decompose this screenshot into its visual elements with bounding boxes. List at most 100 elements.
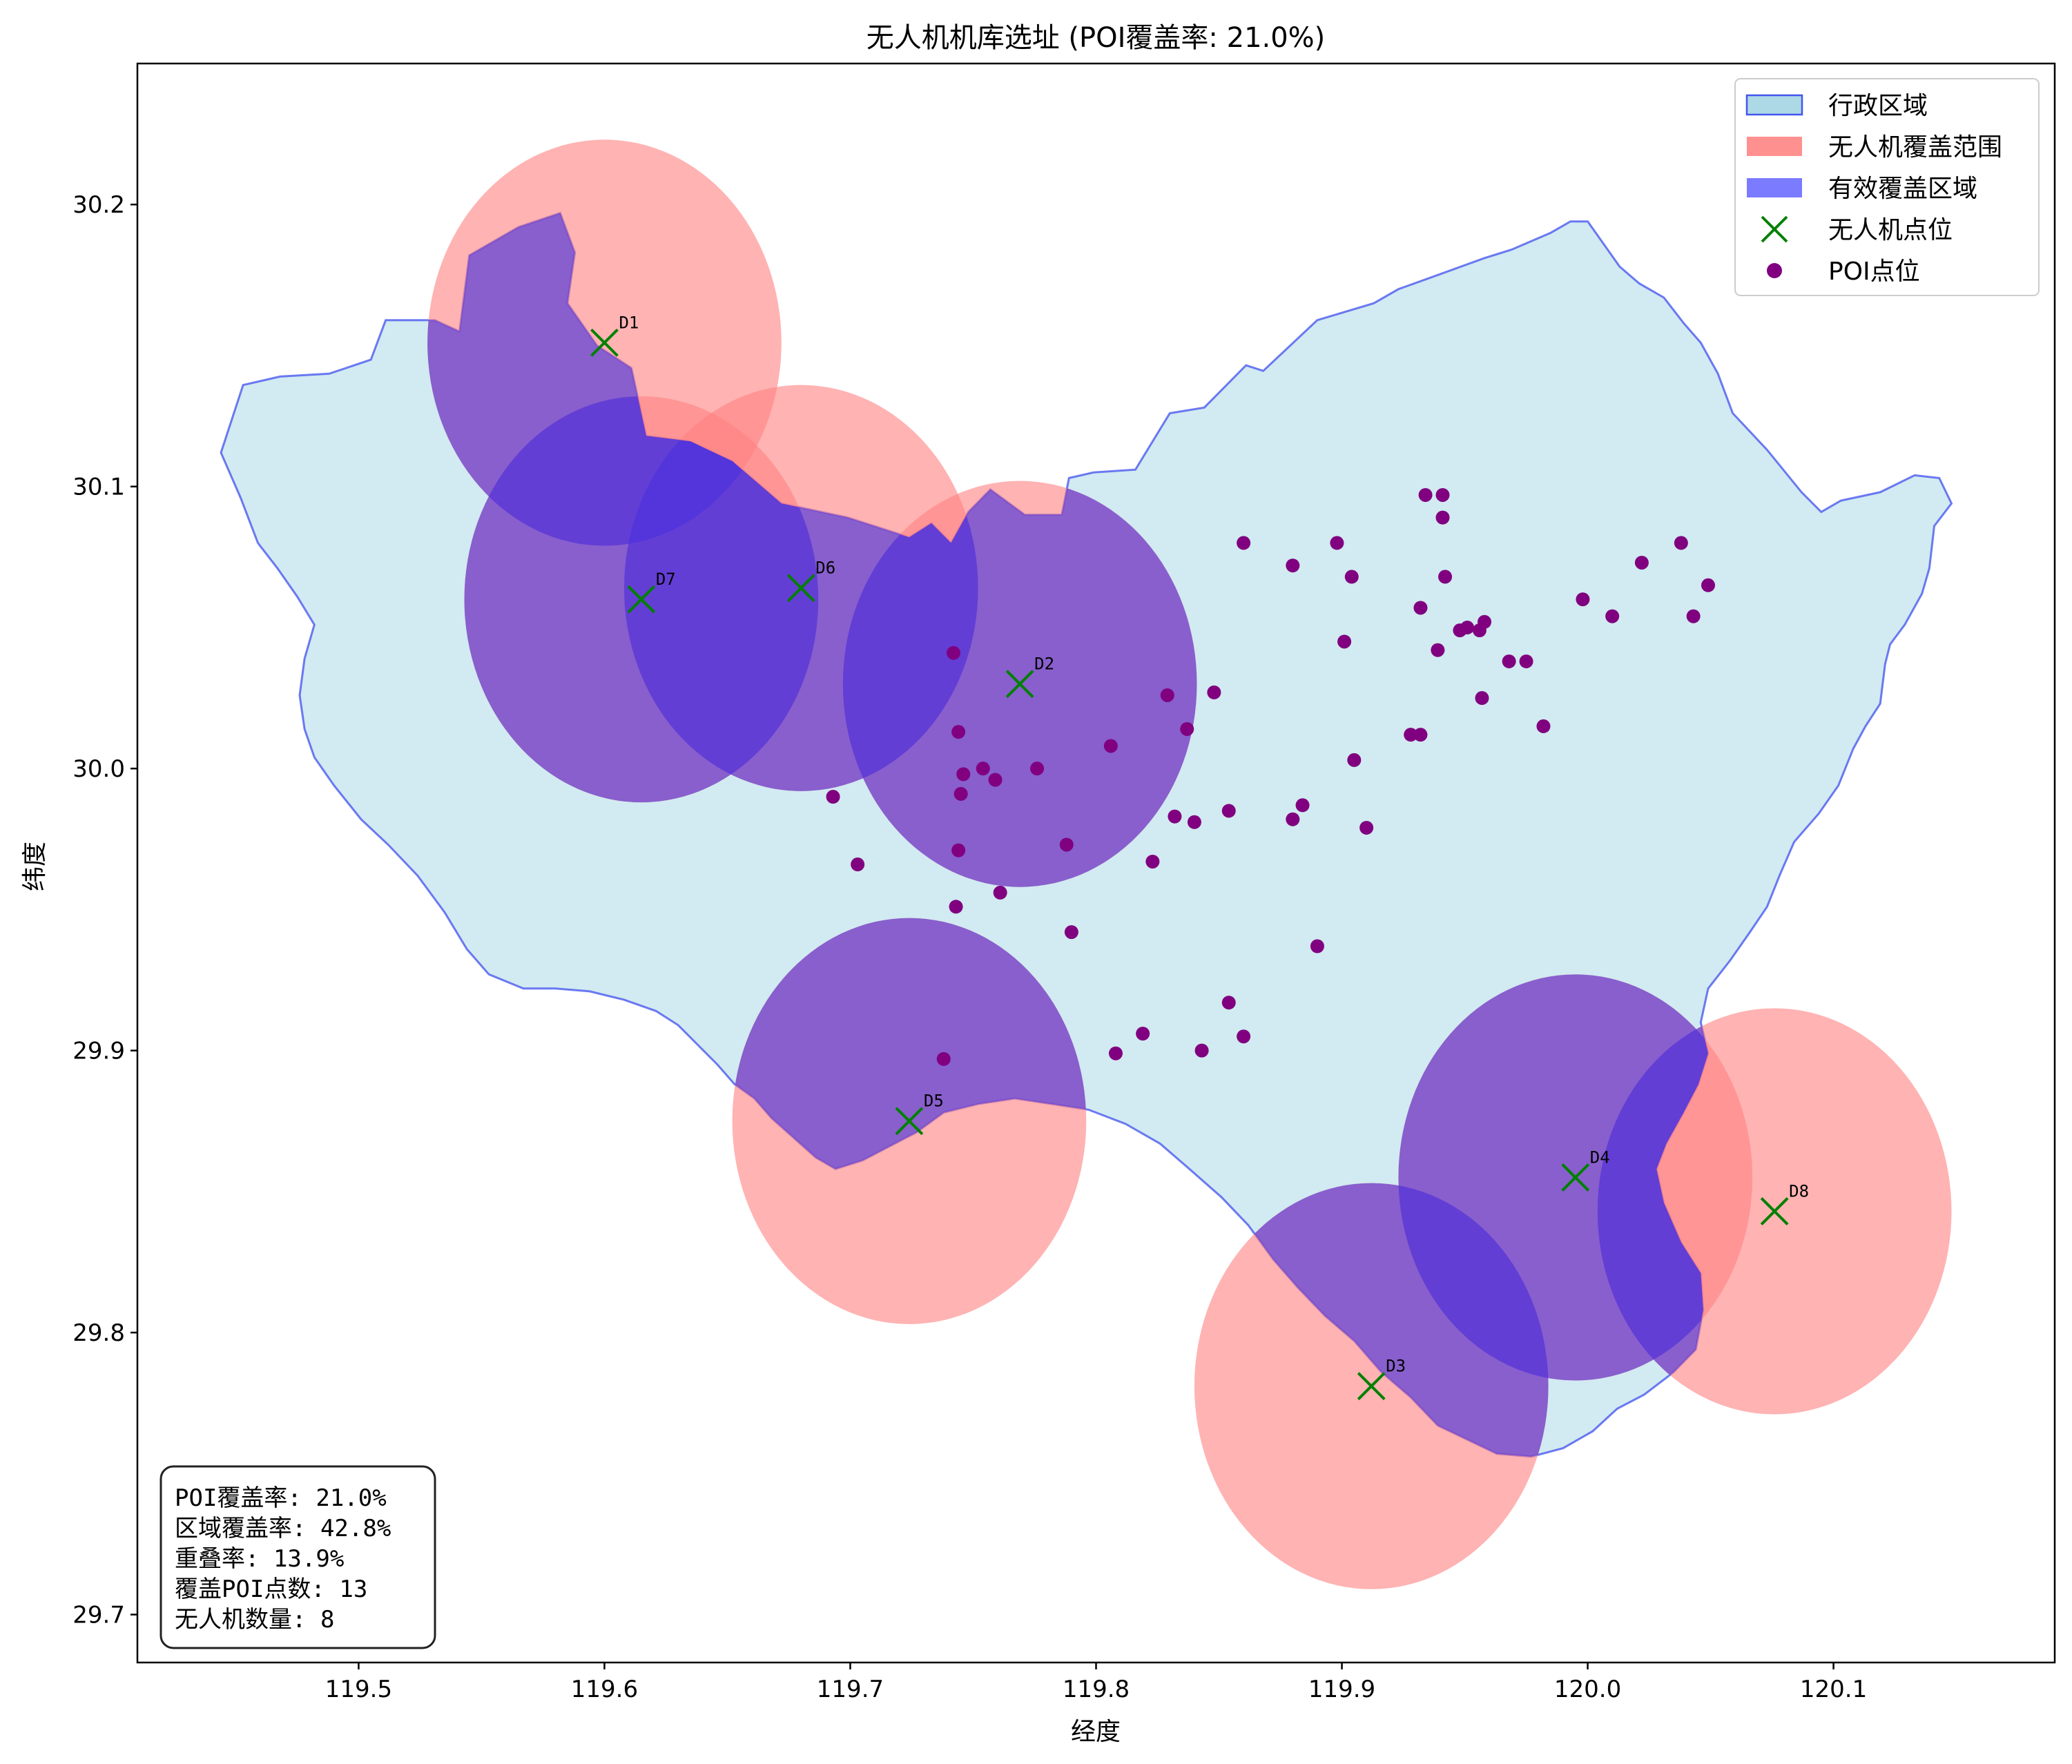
poi-point (1674, 536, 1688, 550)
legend-item: POI点位 (1767, 258, 1920, 286)
poi-point (1221, 996, 1236, 1010)
legend-swatch (1747, 178, 1802, 197)
legend-item: 有效覆盖区域 (1747, 175, 1977, 203)
poi-point (1502, 654, 1516, 668)
drone-site-label: D2 (1034, 655, 1054, 674)
legend-swatch (1761, 215, 1788, 243)
poi-point (1404, 728, 1418, 742)
poi-point (1438, 570, 1453, 584)
drone-site-label: D5 (924, 1092, 944, 1111)
legend-swatch (1745, 94, 1803, 116)
poi-point (1701, 578, 1716, 592)
stats-line-area-coverage: 区域覆盖率: 42.8% (175, 1515, 391, 1542)
poi-point (949, 900, 963, 914)
poi-point (1207, 685, 1221, 699)
chart-title: 无人机机库选址 (POI覆盖率: 21.0%) (866, 22, 1326, 54)
poi-point (1136, 1027, 1150, 1041)
drone-site-D7: D7 (627, 570, 676, 614)
legend-swatch (1747, 137, 1802, 156)
poi-point (1634, 555, 1649, 570)
legend-label: 行政区域 (1828, 92, 1928, 120)
x-tick-label: 120.1 (1800, 1676, 1867, 1703)
poi-point (1286, 812, 1300, 826)
poi-point (1221, 804, 1236, 818)
legend-label: POI点位 (1828, 258, 1920, 286)
poi-point (1460, 620, 1475, 634)
drone-site-D4: D4 (1561, 1147, 1610, 1192)
x-tick-label: 119.8 (1063, 1676, 1130, 1703)
stats-line-overlap: 重叠率: 13.9% (175, 1545, 344, 1573)
drone-site-D6: D6 (786, 559, 835, 603)
legend-box (1734, 78, 2040, 296)
poi-point (1108, 1046, 1123, 1060)
poi-point (976, 762, 990, 776)
drone-site-D5: D5 (895, 1092, 944, 1136)
x-tick-label: 119.6 (571, 1676, 638, 1703)
stats-line-poi-coverage: POI覆盖率: 21.0% (175, 1484, 387, 1512)
poi-point (1064, 925, 1078, 940)
poi-point (1194, 1043, 1209, 1058)
poi-point (1237, 1029, 1251, 1044)
y-tick-label: 30.0 (72, 755, 125, 783)
stats-line-poi-count: 覆盖POI点数: 13 (175, 1576, 367, 1603)
x-tick-label: 119.7 (817, 1676, 884, 1703)
drone-site-label: D1 (619, 313, 639, 332)
poi-point (1413, 601, 1428, 615)
x-tick-label: 119.5 (325, 1676, 392, 1703)
poi-point (1605, 609, 1620, 623)
poi-point (993, 885, 1007, 900)
poi-point (1435, 510, 1450, 525)
x-tick-label: 119.9 (1308, 1676, 1375, 1703)
stats-box: POI覆盖率: 21.0% 区域覆盖率: 42.8% 重叠率: 13.9% 覆盖… (159, 1465, 436, 1649)
poi-point (1103, 739, 1118, 753)
poi-point (1337, 634, 1352, 649)
y-tick-label: 30.2 (72, 191, 125, 219)
poi-point (936, 1051, 951, 1066)
drone-site-D8: D8 (1760, 1181, 1809, 1225)
poi-point (1187, 815, 1201, 829)
poi-point (826, 790, 840, 804)
y-tick-label: 29.9 (72, 1038, 125, 1065)
poi-point (1475, 691, 1489, 706)
poi-point (1059, 837, 1074, 852)
poi-point (1180, 721, 1194, 736)
legend-swatch (1767, 263, 1782, 278)
x-tick-label: 120.0 (1554, 1676, 1621, 1703)
poi-point (851, 857, 865, 872)
poi-point (1330, 536, 1344, 550)
poi-point (953, 786, 968, 801)
poi-point (1347, 753, 1362, 767)
poi-point (1418, 487, 1433, 502)
y-axis: 29.7 29.8 29.9 30.0 30.1 30.2 (72, 191, 137, 1629)
poi-point (1536, 719, 1551, 733)
drone-site-label: D6 (815, 559, 835, 578)
poi-point (1237, 536, 1251, 550)
poi-point (1519, 654, 1533, 668)
legend-item: 无人机覆盖范围 (1747, 133, 2002, 162)
poi-point (1686, 609, 1701, 623)
poi-point (1310, 939, 1324, 953)
y-tick-label: 29.7 (72, 1602, 125, 1629)
drone-site-D2: D2 (1005, 655, 1054, 699)
drone-site-label: D7 (656, 570, 676, 589)
poi-point (1359, 820, 1374, 835)
poi-point (947, 646, 961, 660)
poi-point (1576, 592, 1590, 607)
poi-point (1431, 643, 1445, 657)
poi-point (956, 767, 971, 782)
x-axis-label: 经度 (1071, 1718, 1121, 1746)
poi-point (1344, 570, 1359, 584)
drone-site-label: D3 (1386, 1357, 1406, 1376)
x-axis: 119.5 119.6 119.7 119.8 119.9 120.0 120.1 (325, 1663, 1867, 1703)
legend-label: 无人机覆盖范围 (1828, 133, 2002, 162)
stats-line-drone-count: 无人机数量: 8 (175, 1606, 334, 1634)
poi-point (1160, 688, 1174, 702)
y-axis-label: 纬度 (21, 842, 49, 891)
poi-point (951, 725, 966, 739)
poi-point (951, 843, 966, 857)
poi-point (988, 773, 1003, 787)
legend-item: 无人机点位 (1761, 215, 1953, 244)
poi-point (1145, 854, 1160, 869)
